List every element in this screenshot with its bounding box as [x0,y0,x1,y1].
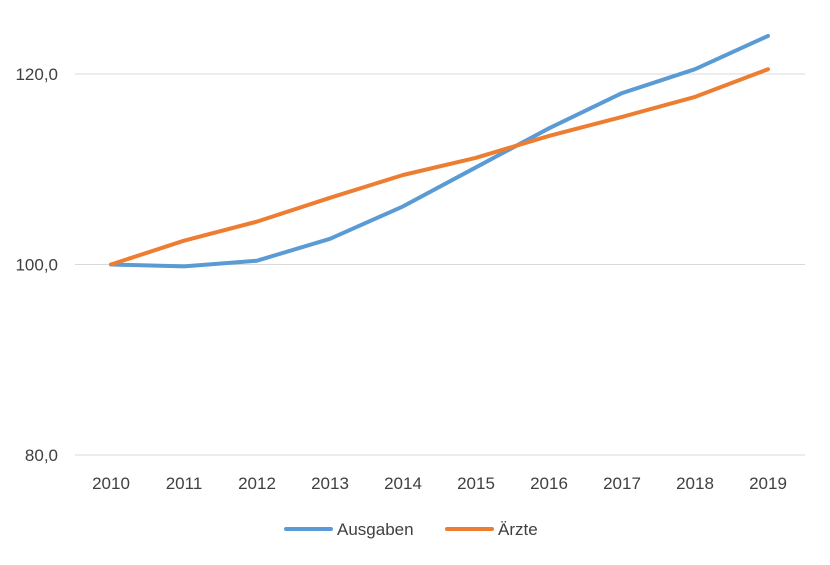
x-tick-label: 2010 [92,474,130,493]
x-tick-label: 2017 [603,474,641,493]
x-tick-label: 2013 [311,474,349,493]
x-tick-label: 2014 [384,474,422,493]
x-tick-label: 2012 [238,474,276,493]
series-line-ausgaben [109,33,770,269]
x-tick-label: 2016 [530,474,568,493]
series-lines [109,33,770,269]
y-tick-label: 100,0 [15,256,58,275]
x-tick-label: 2019 [749,474,787,493]
legend: Ausgaben Ärzte [284,520,538,539]
x-tick-label: 2011 [166,474,203,493]
series-line-aerzte [109,67,770,267]
y-axis: 80,0 100,0 120,0 [15,65,58,465]
x-axis: 2010 2011 2012 2013 2014 2015 2016 2017 2018 2019 [92,474,787,493]
x-tick-label: 2015 [457,474,495,493]
x-tick-label: 2018 [676,474,714,493]
legend-item: Ausgaben [284,520,414,539]
legend-label: Ärzte [498,520,538,539]
legend-label: Ausgaben [337,520,414,539]
legend-item: Ärzte [445,520,538,539]
y-tick-label: 80,0 [25,446,58,465]
y-tick-label: 120,0 [15,65,58,84]
